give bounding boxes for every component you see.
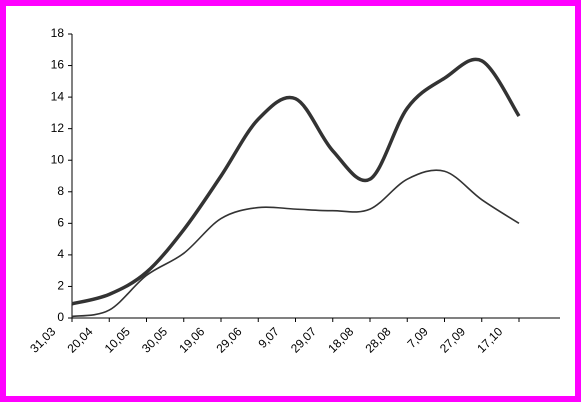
line-series <box>71 57 521 306</box>
line-series <box>71 169 520 318</box>
y-tick-label: 12 <box>51 121 65 135</box>
y-tick-label: 10 <box>51 152 65 166</box>
y-tick-label: 6 <box>57 216 64 230</box>
y-tick-label: 18 <box>51 26 65 40</box>
chart-background <box>6 6 575 396</box>
y-tick-label: 8 <box>57 184 64 198</box>
y-tick-label: 14 <box>51 89 65 103</box>
y-tick-label: 16 <box>51 58 65 72</box>
y-tick-label: 0 <box>57 310 64 324</box>
y-tick-label: 2 <box>57 279 64 293</box>
y-tick-label: 4 <box>57 247 64 261</box>
